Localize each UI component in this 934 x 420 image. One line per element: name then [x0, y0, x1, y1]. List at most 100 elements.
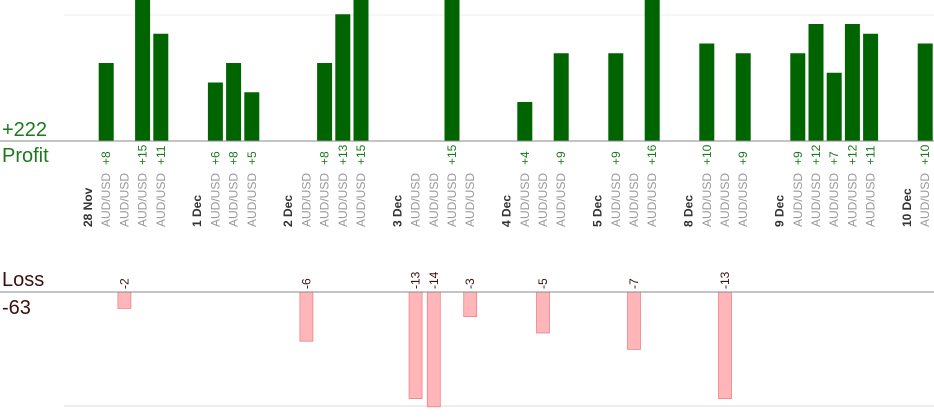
pair-label: AUD/USD	[154, 173, 168, 227]
pair-label: AUD/USD	[718, 173, 732, 227]
profit-value-label: +10	[918, 144, 932, 165]
profit-value-label: +4	[518, 151, 532, 165]
date-label: 2 Dec	[281, 195, 295, 227]
profit-bar	[644, 0, 660, 141]
profit-value-label: +5	[245, 151, 259, 165]
pair-label: AUD/USD	[864, 173, 878, 227]
profit-value-label: +15	[354, 144, 368, 165]
pair-label: AUD/USD	[736, 173, 750, 227]
date-label: 10 Dec	[900, 188, 914, 227]
profit-value-label: +13	[336, 144, 350, 165]
profit-value-label: +12	[845, 144, 859, 165]
loss-bar	[408, 291, 423, 399]
loss-bar	[463, 291, 478, 318]
pair-label: AUD/USD	[627, 173, 641, 227]
profit-bar	[826, 72, 842, 141]
pair-label: AUD/USD	[336, 173, 350, 227]
profit-value-label: +15	[136, 144, 150, 165]
profit-value-label: +8	[227, 151, 241, 165]
profit-bar	[863, 33, 879, 141]
pair-label: AUD/USD	[427, 173, 441, 227]
loss-total: -63	[2, 297, 31, 319]
value-labels: +8 -2 +15 +11 +6 +8 +5 -6 +8 +13 +15 -13 -14 +15 -3 +4 -…	[99, 144, 932, 289]
profit-value-label: +9	[554, 151, 568, 165]
profit-bars	[98, 0, 933, 141]
profit-value-label: +6	[208, 151, 222, 165]
pair-label: AUD/USD	[99, 173, 113, 227]
loss-bar	[117, 291, 132, 309]
loss-value-label: -14	[427, 271, 441, 289]
pair-label: AUD/USD	[117, 173, 131, 227]
pair-label: AUD/USD	[227, 173, 241, 227]
date-label: 4 Dec	[500, 195, 514, 227]
profit-value-label: +8	[318, 151, 332, 165]
loss-bar	[627, 291, 641, 350]
profit-value-label: +12	[809, 144, 823, 165]
profit-value-label: +15	[445, 144, 459, 165]
loss-value-label: -6	[299, 278, 313, 289]
profit-bar	[226, 63, 242, 141]
pair-label: AUD/USD	[791, 173, 805, 227]
profit-value-label: +11	[864, 145, 878, 165]
loss-value-label: -3	[463, 278, 477, 289]
profit-bar	[153, 33, 169, 141]
profit-bar	[844, 24, 860, 141]
pair-label: AUD/USD	[409, 173, 423, 227]
profit-bar	[98, 63, 114, 141]
category-labels: 28 Nov AUD/USD AUD/USD AUD/USD AUD/USD 1 Dec A…	[81, 173, 932, 227]
profit-bar	[608, 53, 624, 141]
loss-bar	[426, 291, 441, 408]
pair-label: AUD/USD	[609, 173, 623, 227]
profit-bar	[353, 0, 369, 141]
pair-label: AUD/USD	[645, 173, 659, 227]
profit-value-label: +8	[99, 151, 113, 165]
pair-label: AUD/USD	[827, 173, 841, 227]
profit-bar	[553, 53, 569, 141]
profit-bar	[790, 53, 806, 141]
profit-bar	[917, 43, 933, 141]
loss-value-label: -2	[117, 278, 131, 289]
profit-value-label: +7	[827, 151, 841, 165]
pair-label: AUD/USD	[554, 173, 568, 227]
profit-bar	[517, 102, 533, 141]
loss-bar	[299, 291, 314, 342]
profit-bar	[699, 43, 715, 141]
loss-bars	[117, 291, 732, 408]
pair-label: AUD/USD	[354, 173, 368, 227]
pair-label: AUD/USD	[700, 173, 714, 227]
pair-label: AUD/USD	[809, 173, 823, 227]
pair-label: AUD/USD	[136, 173, 150, 227]
pair-label: AUD/USD	[245, 173, 259, 227]
loss-value-label: -13	[718, 271, 732, 289]
profit-bar	[207, 82, 223, 141]
pair-label: AUD/USD	[318, 173, 332, 227]
loss-value-label: -5	[536, 278, 550, 289]
pair-label: AUD/USD	[845, 173, 859, 227]
profit-value-label: +11	[154, 145, 168, 165]
profit-bar	[244, 92, 260, 141]
loss-bar	[536, 291, 550, 334]
date-label: 5 Dec	[591, 195, 605, 227]
date-label: 3 Dec	[390, 195, 404, 227]
pair-label: AUD/USD	[536, 173, 550, 227]
profit-value-label: +9	[609, 151, 623, 165]
loss-label: Loss	[2, 269, 44, 291]
loss-value-label: -13	[409, 271, 423, 289]
date-label: 8 Dec	[682, 195, 696, 227]
loss-bar	[718, 291, 732, 399]
pair-label: AUD/USD	[445, 173, 459, 227]
profit-bar	[135, 0, 151, 141]
pair-label: AUD/USD	[518, 173, 532, 227]
profit-bar	[808, 24, 824, 141]
profit-value-label: +16	[645, 144, 659, 165]
profit-total: +222	[2, 119, 47, 141]
date-label: 1 Dec	[190, 195, 204, 227]
profit-bar	[444, 0, 460, 141]
profit-bar	[335, 14, 351, 141]
loss-value-label: -7	[627, 278, 641, 289]
date-label: 9 Dec	[773, 195, 787, 227]
gridlines	[64, 14, 934, 407]
pair-label: AUD/USD	[299, 173, 313, 227]
profit-value-label: +9	[736, 151, 750, 165]
profit-value-label: +9	[791, 151, 805, 165]
